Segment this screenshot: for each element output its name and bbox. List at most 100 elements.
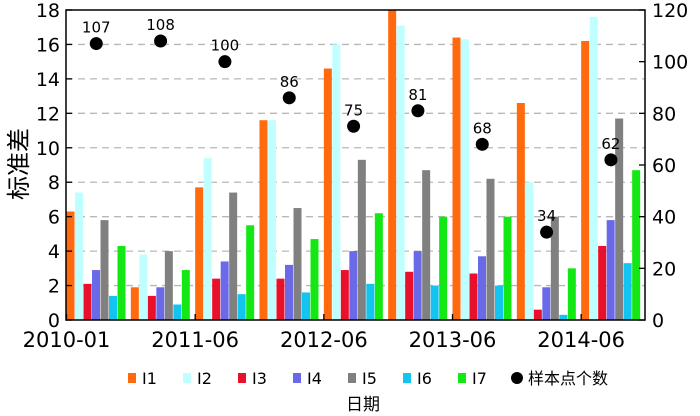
y-tick-label: 2 bbox=[48, 276, 60, 298]
legend-marker bbox=[511, 372, 523, 384]
bar bbox=[374, 213, 383, 320]
bar bbox=[542, 287, 551, 320]
right-axis-ticks: 0 20 40 60 80 100 120 bbox=[639, 0, 688, 332]
bar bbox=[486, 178, 495, 320]
sample-count-label: 34 bbox=[537, 207, 556, 225]
legend-swatch bbox=[128, 373, 136, 383]
bar bbox=[632, 170, 641, 320]
left-axis-ticks: 0 2 4 6 8 10 12 14 16 18 bbox=[36, 0, 72, 332]
y-tick-label: 8 bbox=[48, 172, 60, 194]
bar bbox=[559, 314, 568, 320]
legend-label: I4 bbox=[307, 369, 322, 388]
bar bbox=[173, 304, 182, 320]
bar bbox=[237, 294, 246, 320]
x-tick-label: 2011-06 bbox=[151, 328, 239, 352]
bar bbox=[285, 264, 293, 320]
bar bbox=[83, 283, 92, 320]
sample-count-point bbox=[540, 225, 554, 239]
grid-lines bbox=[66, 43, 645, 287]
sample-count-label: 75 bbox=[344, 101, 363, 119]
bar bbox=[164, 251, 173, 320]
sample-count-label: 108 bbox=[146, 16, 175, 34]
legend-label: I6 bbox=[417, 369, 432, 388]
bar bbox=[598, 245, 607, 320]
y2-tick-label: 80 bbox=[652, 103, 676, 125]
y2-tick-label: 40 bbox=[652, 207, 676, 229]
sample-count-label: 81 bbox=[408, 86, 427, 104]
bars bbox=[66, 10, 641, 321]
bar bbox=[212, 278, 221, 320]
sample-count-point bbox=[347, 119, 361, 133]
bar bbox=[469, 273, 478, 320]
legend-swatch bbox=[183, 373, 191, 383]
legend-label: 样本点个数 bbox=[528, 369, 608, 388]
bar bbox=[66, 211, 75, 320]
legend-swatch bbox=[403, 373, 411, 383]
bar bbox=[452, 37, 461, 321]
y-tick-label: 18 bbox=[36, 0, 60, 22]
y2-tick-label: 120 bbox=[652, 0, 688, 22]
sample-count-point bbox=[604, 153, 618, 167]
bar bbox=[302, 292, 310, 320]
bar bbox=[117, 245, 126, 320]
bar bbox=[533, 309, 542, 320]
bar bbox=[413, 251, 422, 320]
bar bbox=[589, 16, 598, 321]
legend-label: I2 bbox=[197, 369, 212, 388]
bar bbox=[229, 192, 238, 320]
legend-swatch bbox=[238, 373, 246, 383]
sample-count-label: 100 bbox=[211, 37, 240, 55]
bar bbox=[567, 268, 576, 320]
sample-count-point bbox=[475, 137, 489, 151]
bar bbox=[268, 120, 276, 320]
bar bbox=[430, 285, 439, 320]
bar bbox=[422, 170, 431, 320]
x-tick-label: 2010-01 bbox=[23, 328, 111, 352]
legend-swatch bbox=[348, 373, 356, 383]
y-tick-label: 6 bbox=[48, 207, 60, 229]
sample-count-label: 107 bbox=[82, 19, 111, 37]
x-tick-label: 2014-06 bbox=[537, 328, 625, 352]
bar bbox=[156, 287, 165, 320]
bar bbox=[503, 216, 512, 320]
bar bbox=[130, 287, 139, 320]
x-tick-label: 2012-06 bbox=[280, 328, 368, 352]
y-tick-label: 16 bbox=[36, 34, 60, 56]
legend-label: I1 bbox=[142, 369, 157, 388]
bar bbox=[340, 270, 349, 320]
bar bbox=[323, 68, 332, 320]
y-axis-label: 标准差 bbox=[5, 128, 33, 200]
bar bbox=[276, 278, 285, 320]
bar bbox=[615, 118, 624, 320]
sample-count-point bbox=[218, 55, 232, 69]
bar bbox=[439, 216, 448, 320]
bar bbox=[581, 41, 590, 320]
bar bbox=[357, 159, 366, 320]
sample-count-point bbox=[89, 37, 103, 51]
legend-swatch bbox=[293, 373, 301, 383]
bar bbox=[92, 270, 100, 320]
sample-count-point bbox=[411, 104, 425, 118]
legend-swatch bbox=[458, 373, 466, 383]
x-axis-label: 日期 bbox=[346, 395, 380, 415]
sample-count-points: 107 108 100 86 75 81 68 34 62 bbox=[82, 16, 620, 239]
y2-tick-label: 60 bbox=[652, 155, 676, 177]
bar bbox=[478, 256, 486, 320]
bar bbox=[525, 182, 534, 320]
sample-count-point bbox=[154, 34, 168, 48]
y2-tick-label: 20 bbox=[652, 258, 676, 280]
sample-count-label: 62 bbox=[601, 135, 620, 153]
bar bbox=[366, 283, 375, 320]
bar bbox=[75, 192, 83, 320]
bar bbox=[109, 295, 117, 320]
y-tick-label: 0 bbox=[48, 310, 60, 332]
bar bbox=[246, 225, 255, 320]
sample-count-label: 86 bbox=[280, 73, 299, 91]
y-tick-label: 14 bbox=[36, 69, 60, 91]
legend: I1 I2 I3 I4 I5 I6 I7 样本点个数 bbox=[128, 369, 608, 388]
bar bbox=[147, 295, 156, 320]
bar bbox=[195, 187, 204, 320]
bar bbox=[495, 285, 503, 320]
bar bbox=[516, 103, 525, 320]
